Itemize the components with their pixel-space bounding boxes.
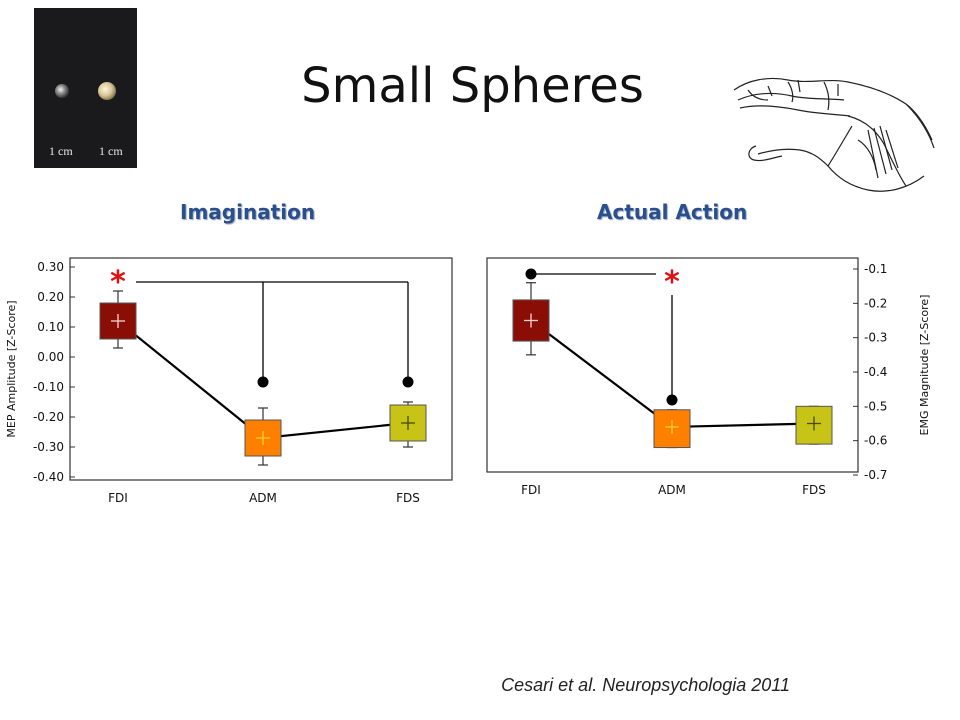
y-tick-label: 0.20 [37,290,64,304]
y-tick-label: 0.30 [37,260,64,274]
y-tick-label: -0.30 [33,440,64,454]
x-tick-label: FDS [396,491,420,505]
y-tick-label: 0.10 [37,320,64,334]
citation: Cesari et al. Neuropsychologia 2011 [501,675,790,695]
panel-label-actual-action: Actual Action [597,200,748,224]
spheres-photo: 1 cm 1 cm [34,8,137,168]
plot-frame [69,257,453,481]
slide-title: Small Spheres [301,58,644,114]
y-axis-label: MEP Amplitude [Z-Score] [5,300,18,437]
y-tick-label: -0.20 [33,410,64,424]
pearl-sphere [98,82,116,100]
y-tick-label: -0.1 [864,262,887,276]
panel-label-imagination: Imagination [180,200,316,224]
plot-frame [486,257,859,473]
significance-dot [666,394,678,406]
y-tick-label: -0.40 [33,470,64,484]
significance-dot [402,376,414,388]
x-tick-label: ADM [658,483,686,497]
charts-area: 0.30 0.20 0.10 0.00 -0.10 -0.20 -0.30 -0.40 MEP … [5,257,931,505]
scale-label: 1 cm [49,144,73,158]
y-tick-label: -0.5 [864,399,887,413]
chart-imagination: 0.30 0.20 0.10 0.00 -0.10 -0.20 -0.30 -0.40 MEP … [5,257,453,505]
x-tick-label: ADM [249,491,277,505]
y-tick-label: -0.10 [33,380,64,394]
chart-actual-action: -0.1 -0.2 -0.3 -0.4 -0.5 -0.6 -0.7 EMG Magnitud… [486,257,931,497]
y-tick-label: -0.4 [864,365,887,379]
x-tick-label: FDI [521,483,541,497]
x-tick-label: FDS [802,483,826,497]
significance-dot [257,376,269,388]
y-tick-label: -0.3 [864,331,887,345]
y-tick-label: 0.00 [37,350,64,364]
y-tick-label: -0.2 [864,296,887,310]
y-tick-label: -0.6 [864,434,887,448]
x-tick-label: FDI [108,491,128,505]
significance-star: * [664,265,680,300]
y-axis-label: EMG Magnitude [Z-Score] [918,295,931,436]
metal-sphere [55,84,69,98]
y-tick-label: -0.7 [864,468,887,482]
hand-drawing-icon [728,70,938,200]
scale-label: 1 cm [99,144,123,158]
